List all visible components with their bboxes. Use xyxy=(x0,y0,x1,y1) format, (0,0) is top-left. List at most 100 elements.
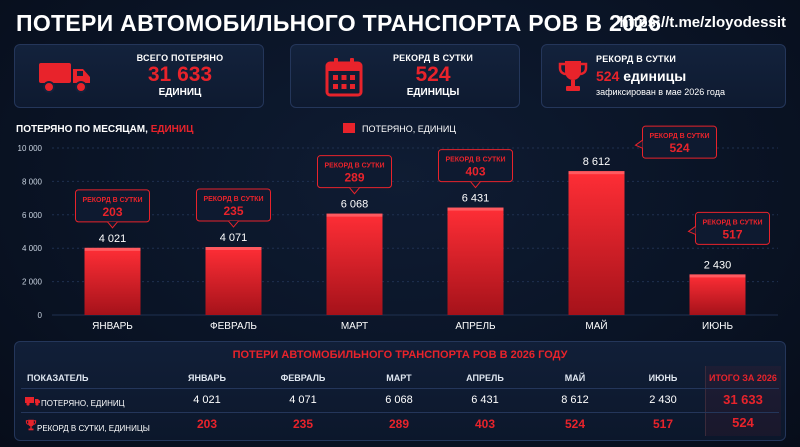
record-callout-label: РЕКОРД В СУТКИ xyxy=(324,163,384,170)
chart-title: ПОТЕРЯНО ПО МЕСЯЦАМ, ЕДИНИЦ xyxy=(16,124,194,135)
bar-top-highlight xyxy=(205,247,262,251)
record-unit: ЕДИНИЦЫ xyxy=(406,87,460,98)
cell-lost-jun: 2 430 xyxy=(649,394,677,406)
bar-top-highlight xyxy=(568,171,625,175)
header-apr: АПРЕЛЬ xyxy=(466,373,504,383)
cell-record-mar: 289 xyxy=(388,417,410,431)
cell-record-apr: 403 xyxy=(474,417,496,431)
record-callout-pointer xyxy=(228,220,239,228)
truck-icon xyxy=(39,63,90,93)
y-tick-label: 2 000 xyxy=(22,278,43,287)
header-may: МАЙ xyxy=(564,373,586,383)
total-value: 31 633 xyxy=(147,63,213,86)
record-callout-value: 203 xyxy=(102,205,122,219)
bar xyxy=(447,207,504,315)
record-callout-label: РЕКОРД В СУТКИ xyxy=(702,219,762,226)
header-indicator: ПОКАЗАТЕЛЬ xyxy=(27,373,89,383)
record-callout-pointer xyxy=(687,226,696,235)
record-callout-value: 517 xyxy=(722,227,742,241)
x-tick-label: ЯНВАРЬ xyxy=(92,321,133,332)
y-tick-label: 8 000 xyxy=(22,177,43,186)
bar-value-label: 6 431 xyxy=(462,193,490,205)
total-column-bg xyxy=(705,366,781,436)
bar-top-highlight xyxy=(689,274,746,278)
bar xyxy=(205,247,262,315)
record-callout-value: 524 xyxy=(669,141,689,155)
bar xyxy=(568,171,625,315)
trophy-icon xyxy=(25,419,37,431)
x-tick-label: АПРЕЛЬ xyxy=(455,321,496,332)
cell-record-may: 524 xyxy=(564,417,586,431)
cell-lost-may: 8 612 xyxy=(561,394,589,406)
record-callout-pointer xyxy=(107,221,118,229)
total-label: ВСЕГО ПОТЕРЯНО xyxy=(136,53,224,63)
x-tick-label: ФЕВРАЛЬ xyxy=(210,321,257,332)
bar-value-label: 8 612 xyxy=(583,156,611,168)
row-divider xyxy=(21,412,779,413)
record-callout-value: 235 xyxy=(223,204,243,218)
row-label-record: РЕКОРД В СУТКИ, ЕДИНИЦЫ xyxy=(25,419,150,433)
record-label: РЕКОРД В СУТКИ xyxy=(392,53,474,63)
record-callout-box xyxy=(438,149,513,183)
calendar-icon xyxy=(325,58,363,97)
bar-value-label: 6 068 xyxy=(341,199,369,211)
telegram-link[interactable]: https://t.me/zloyodessit xyxy=(619,14,786,31)
record-callout-value: 403 xyxy=(465,165,485,179)
bar xyxy=(689,274,746,315)
y-tick-label: 6 000 xyxy=(22,211,43,220)
header-total: ИТОГО ЗА 2026 xyxy=(709,373,777,383)
cell-record-total: 524 xyxy=(732,415,754,430)
header-jun: ИЮНЬ xyxy=(648,373,678,383)
y-tick-label: 10 000 xyxy=(18,144,43,153)
bar-value-label: 2 430 xyxy=(704,259,732,271)
record-callout-label: РЕКОРД В СУТКИ xyxy=(82,197,142,204)
x-tick-label: МАРТ xyxy=(341,321,368,332)
table-title: ПОТЕРИ АВТОМОБИЛЬНОГО ТРАНСПОРТА РОВ В 2… xyxy=(232,349,568,361)
page-title: ПОТЕРИ АВТОМОБИЛЬНОГО ТРАНСПОРТА РОВ В 2… xyxy=(16,10,662,36)
record-callout-label: РЕКОРД В СУТКИ xyxy=(649,133,709,140)
cell-lost-mar: 6 068 xyxy=(385,394,413,406)
record-callout-label: РЕКОРД В СУТКИ xyxy=(445,157,505,164)
bar-top-highlight xyxy=(447,207,504,211)
bar xyxy=(84,247,141,315)
cell-lost-total: 31 633 xyxy=(723,392,763,407)
legend-label: ПОТЕРЯНО, ЕДИНИЦ xyxy=(362,124,456,134)
header-jan: ЯНВАРЬ xyxy=(188,373,226,383)
truck-icon xyxy=(25,397,40,406)
record-info-sub: зафиксирован в мае 2026 года xyxy=(596,87,725,97)
bar-value-label: 4 021 xyxy=(99,233,127,245)
cell-lost-jan: 4 021 xyxy=(193,394,221,406)
record-callout-pointer xyxy=(470,181,481,189)
bar xyxy=(326,213,383,315)
trophy-icon xyxy=(558,61,588,91)
total-unit: ЕДИНИЦ xyxy=(158,87,202,98)
legend-swatch xyxy=(343,123,355,133)
y-tick-label: 4 000 xyxy=(22,244,43,253)
record-info-card: РЕКОРД В СУТКИ 524 единицы зафиксирован … xyxy=(541,44,786,108)
bar-value-label: 4 071 xyxy=(220,232,248,244)
header: ПОТЕРИ АВТОМОБИЛЬНОГО ТРАНСПОРТА РОВ В 2… xyxy=(16,8,786,38)
record-info-label: РЕКОРД В СУТКИ xyxy=(596,54,677,64)
cell-lost-feb: 4 071 xyxy=(289,394,317,406)
row-divider xyxy=(21,388,779,389)
row-label-lost: ПОТЕРЯНО, ЕДИНИЦ xyxy=(25,396,125,408)
losses-table: ПОТЕРИ АВТОМОБИЛЬНОГО ТРАНСПОРТА РОВ В 2… xyxy=(14,341,786,441)
cell-record-jan: 203 xyxy=(196,417,218,431)
x-tick-label: ИЮНЬ xyxy=(702,321,734,332)
record-callout-pointer xyxy=(634,139,643,149)
record-value: 524 xyxy=(415,63,451,86)
cell-lost-apr: 6 431 xyxy=(471,394,499,406)
cell-record-jun: 517 xyxy=(652,417,674,431)
header-feb: ФЕВРАЛЬ xyxy=(280,373,326,383)
cell-record-feb: 235 xyxy=(292,417,314,431)
x-tick-label: МАЙ xyxy=(585,319,607,332)
bar-top-highlight xyxy=(326,213,383,217)
record-card: РЕКОРД В СУТКИ 524 ЕДИНИЦЫ xyxy=(290,44,520,108)
record-info-value: 524 единицы xyxy=(596,68,687,84)
bar-top-highlight xyxy=(84,247,141,251)
y-tick-label: 0 xyxy=(38,311,43,320)
record-callout-label: РЕКОРД В СУТКИ xyxy=(203,196,263,203)
total-lost-card: ВСЕГО ПОТЕРЯНО 31 633 ЕДИНИЦ xyxy=(14,44,264,108)
header-mar: МАРТ xyxy=(386,373,412,383)
monthly-losses-chart: ПОТЕРЯНО ПО МЕСЯЦАМ, ЕДИНИЦ ПОТЕРЯНО, ЕД… xyxy=(16,123,778,332)
